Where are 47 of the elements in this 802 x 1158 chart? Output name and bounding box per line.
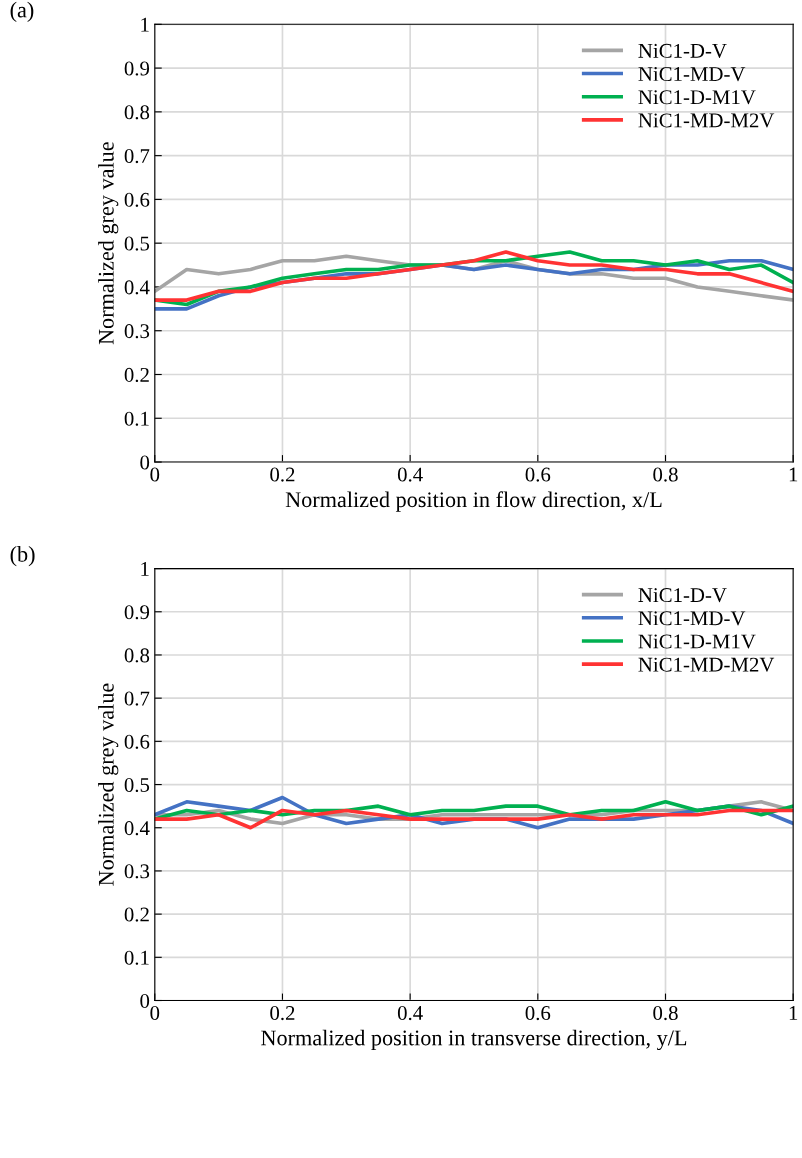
y-tick-label: 0 bbox=[140, 455, 150, 470]
legend-label: NiC1-D-M1V bbox=[638, 634, 756, 649]
y-tick-label: 0.6 bbox=[124, 734, 150, 749]
y-tick-label: 1 bbox=[141, 17, 149, 32]
x-tick-label: 0.4 bbox=[397, 1005, 423, 1021]
y-tick-label: 0.8 bbox=[124, 105, 150, 120]
y-tick-label: 0.7 bbox=[124, 691, 150, 706]
y-tick-label: 0.2 bbox=[124, 367, 149, 383]
x-axis-title: Normalized position in transverse direction, y/L bbox=[261, 1029, 687, 1051]
y-tick-label: 0.7 bbox=[124, 149, 150, 164]
x-tick-label: 0.2 bbox=[270, 467, 295, 482]
x-tick-label: 0.6 bbox=[525, 1005, 551, 1021]
legend-label: NiC1-D-V bbox=[638, 43, 727, 58]
y-tick-label: 0.8 bbox=[124, 648, 150, 663]
y-axis-title: Normalized grey value bbox=[98, 142, 119, 345]
y-tick-label: 0.5 bbox=[124, 236, 150, 251]
y-tick-label: 0.3 bbox=[124, 324, 150, 339]
y-tick-label: 0.1 bbox=[124, 950, 149, 965]
y-tick-label: 0.4 bbox=[124, 821, 150, 836]
line-series bbox=[154, 808, 794, 830]
legend-label: NiC1-MD-M2V bbox=[638, 113, 775, 128]
x-tick-label: 0.8 bbox=[653, 467, 678, 482]
y-tick-label: 0.6 bbox=[124, 192, 150, 207]
text: (a) bbox=[10, 1, 34, 22]
x-tick-label: 0.6 bbox=[525, 467, 551, 482]
legend-label: NiC1-D-V bbox=[638, 588, 727, 603]
x-tick-label: 1 bbox=[789, 1006, 798, 1020]
x-tick-label: 0.2 bbox=[270, 1005, 295, 1021]
x-axis-title: Normalized position in flow direction, x/L bbox=[285, 491, 662, 512]
y-tick-label: 0 bbox=[140, 993, 150, 1008]
legend-label: NiC1-MD-V bbox=[638, 611, 746, 626]
y-axis-title: Normalized grey value bbox=[98, 683, 119, 886]
y-tick-label: 0.2 bbox=[124, 907, 149, 922]
legend-label: NiC1-MD-V bbox=[638, 67, 746, 82]
x-tick-label: 0.4 bbox=[397, 467, 423, 482]
y-tick-label: 0.9 bbox=[124, 605, 150, 620]
y-tick-label: 0.4 bbox=[124, 280, 150, 295]
text: (b) bbox=[10, 546, 35, 567]
legend-label: NiC1-MD-M2V bbox=[638, 657, 775, 672]
y-tick-label: 0.9 bbox=[124, 61, 150, 76]
y-tick-label: 0.5 bbox=[124, 777, 150, 793]
x-tick-label: 1 bbox=[789, 467, 798, 482]
x-tick-label: 0.8 bbox=[653, 1005, 678, 1021]
y-tick-label: 0.3 bbox=[124, 864, 150, 879]
y-tick-label: 1 bbox=[141, 562, 149, 576]
y-tick-label: 0.1 bbox=[124, 411, 149, 426]
legend-label: NiC1-D-M1V bbox=[638, 90, 756, 105]
